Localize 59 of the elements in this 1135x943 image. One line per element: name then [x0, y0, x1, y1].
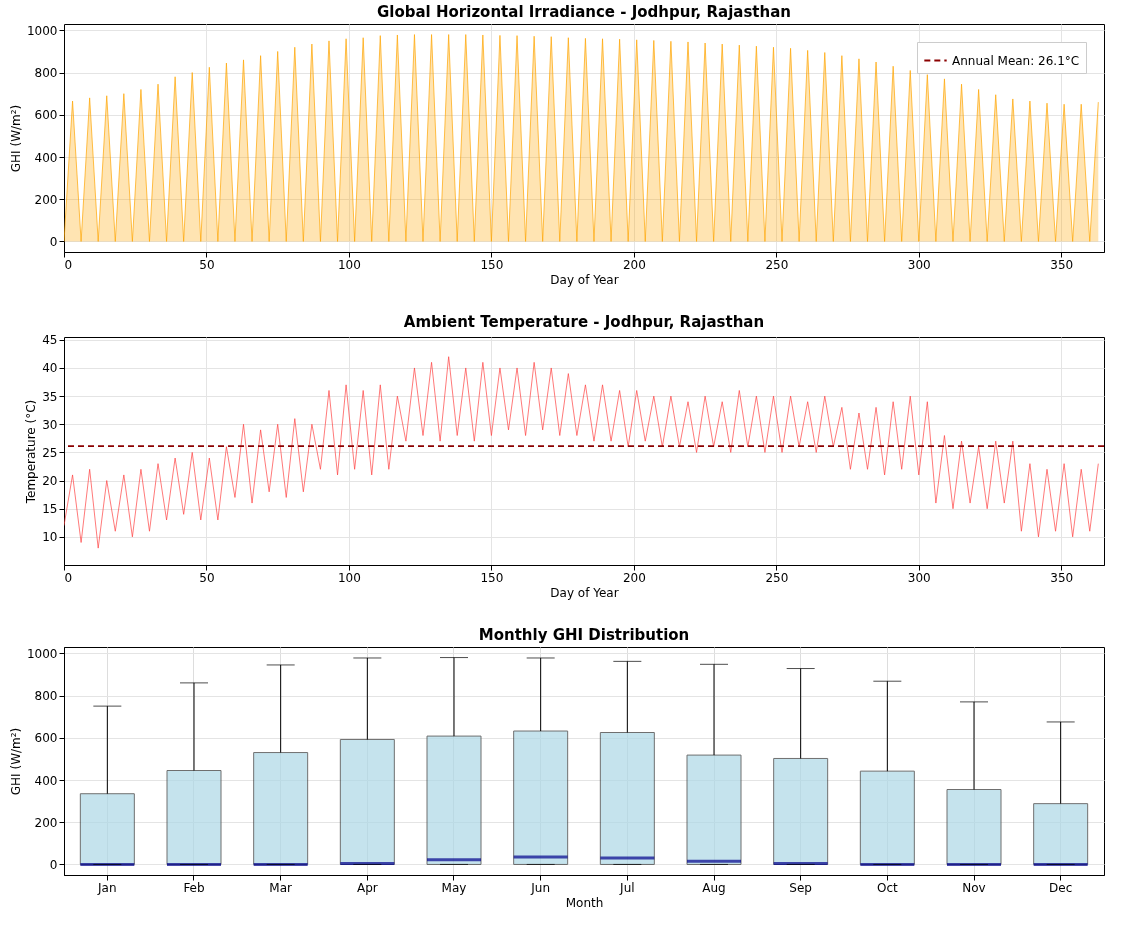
- x-tick-label: 300: [907, 570, 931, 585]
- y-tick-label: 200: [34, 815, 58, 830]
- x-tick-label: Oct: [876, 880, 898, 895]
- x-tick-label: 200: [622, 570, 646, 585]
- line-series: [64, 356, 1099, 549]
- x-tick-label: Apr: [356, 880, 378, 895]
- y-tick-label: 800: [34, 689, 58, 704]
- x-tick-label: Mar: [269, 880, 293, 895]
- x-tick-label: May: [441, 880, 467, 895]
- y-tick-label: 1000: [26, 646, 58, 661]
- y-axis-title: GHI (W/m²): [8, 727, 23, 796]
- y-tick-label: 10: [42, 530, 58, 545]
- x-tick-label: 50: [199, 570, 215, 585]
- x-tick-label: 150: [480, 257, 504, 272]
- x-tick-label: 250: [765, 570, 789, 585]
- chart-title: Global Horizontal Irradiance - Jodhpur, Rajasthan: [376, 3, 792, 21]
- y-tick-label: 0: [49, 857, 58, 872]
- x-tick-label: Aug: [702, 880, 726, 895]
- y-tick-label: 20: [42, 474, 58, 489]
- y-tick-label: 200: [34, 192, 58, 207]
- y-tick-label: 600: [34, 731, 58, 746]
- x-tick-label: Sep: [789, 880, 812, 895]
- legend-label: Annual Mean: 26.1°C: [952, 53, 1080, 68]
- x-tick-label: 100: [337, 570, 361, 585]
- y-axis-title: Temperature (°C): [24, 399, 39, 505]
- y-tick-label: 35: [42, 389, 58, 404]
- x-axis-title: Day of Year: [550, 585, 619, 600]
- x-tick-label: 0: [64, 570, 73, 585]
- x-tick-label: Nov: [962, 880, 986, 895]
- x-tick-label: Jan: [97, 880, 117, 895]
- y-tick-label: 40: [42, 361, 58, 376]
- x-tick-label: 0: [64, 257, 73, 272]
- x-tick-label: Jun: [530, 880, 551, 895]
- y-axis-title: GHI (W/m²): [8, 104, 23, 173]
- x-axis-title: Month: [565, 895, 604, 910]
- y-tick-label: 400: [34, 773, 58, 788]
- y-tick-label: 1000: [26, 23, 58, 38]
- x-tick-label: Feb: [183, 880, 205, 895]
- chart-title: Ambient Temperature - Jodhpur, Rajasthan: [403, 312, 765, 331]
- y-tick-label: 45: [42, 333, 58, 348]
- y-tick-label: 15: [42, 502, 58, 517]
- x-tick-label: Jul: [619, 880, 635, 895]
- x-tick-label: 300: [907, 257, 931, 272]
- y-tick-label: 400: [34, 150, 58, 165]
- x-tick-label: 200: [622, 257, 646, 272]
- y-tick-label: 25: [42, 445, 58, 460]
- x-tick-label: 150: [480, 570, 504, 585]
- y-tick-label: 0: [49, 234, 58, 249]
- y-tick-label: 30: [42, 417, 58, 432]
- x-tick-label: Dec: [1049, 880, 1073, 895]
- chart-title: Monthly GHI Distribution: [478, 626, 690, 644]
- y-tick-label: 800: [34, 66, 58, 81]
- x-axis-title: Day of Year: [550, 272, 619, 287]
- x-tick-label: 350: [1050, 570, 1074, 585]
- x-tick-label: 250: [765, 257, 789, 272]
- x-tick-label: 50: [199, 257, 215, 272]
- x-tick-label: 350: [1050, 257, 1074, 272]
- y-tick-label: 600: [34, 108, 58, 123]
- x-tick-label: 100: [337, 257, 361, 272]
